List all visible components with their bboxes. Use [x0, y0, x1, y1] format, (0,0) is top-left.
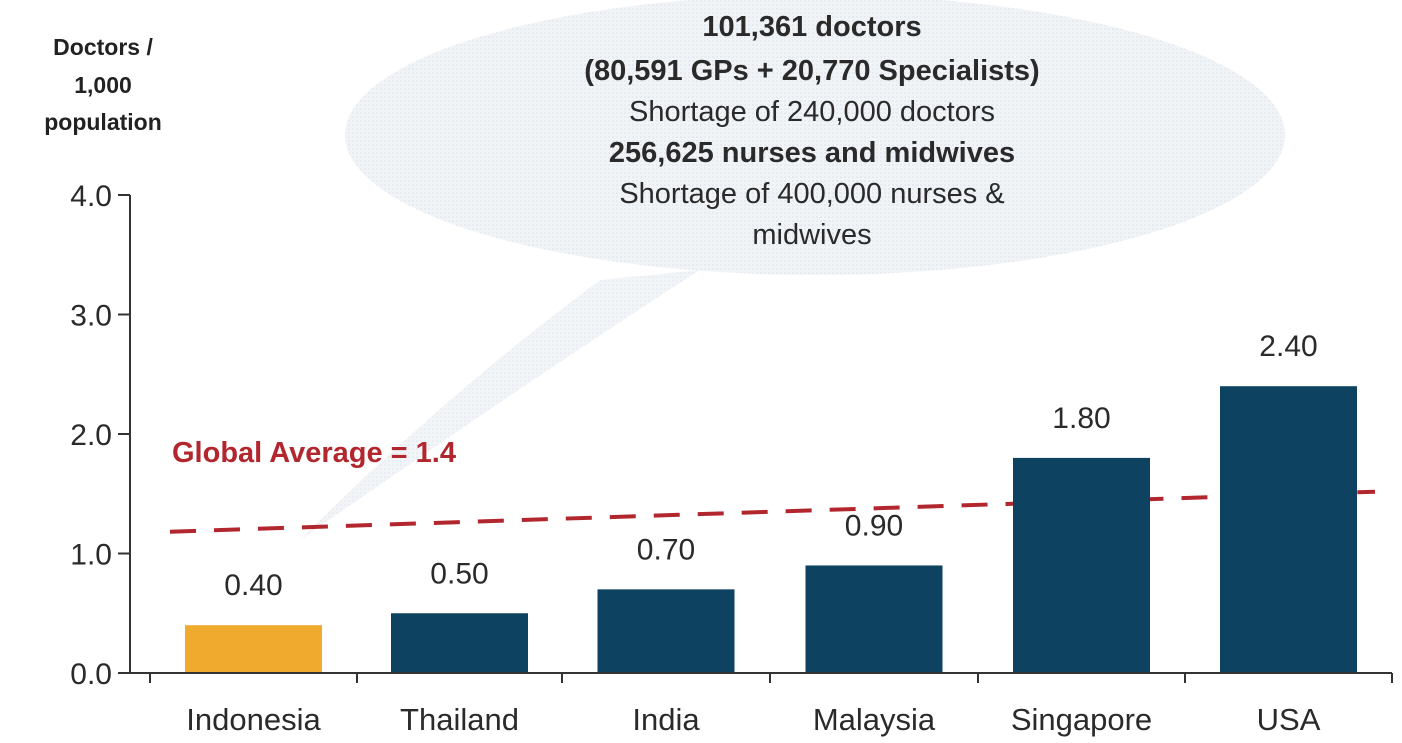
callout-bubble	[300, 0, 1285, 540]
category-label-malaysia: Malaysia	[813, 702, 936, 737]
value-label-malaysia: 0.90	[845, 509, 903, 542]
value-labels: 0.40 0.50 0.70 0.90 1.80 2.40	[224, 330, 1317, 602]
category-label-thailand: Thailand	[400, 702, 519, 737]
x-tick-labels: Indonesia Thailand India Malaysia Singapore U…	[186, 702, 1320, 737]
category-label-singapore: Singapore	[1011, 702, 1152, 737]
y-axis-label-line: population	[44, 109, 162, 135]
callout-line: 256,625 nurses and midwives	[609, 137, 1015, 169]
callout-line: Shortage of 400,000 nurses &	[619, 178, 1004, 210]
bar-thailand	[391, 613, 528, 673]
category-label-indonesia: Indonesia	[186, 702, 321, 737]
global-average-line	[169, 489, 1376, 534]
callout-line: midwives	[752, 219, 871, 251]
y-tick-label: 4.0	[70, 180, 112, 213]
y-axis-label-line: Doctors /	[53, 34, 153, 60]
category-label-usa: USA	[1257, 702, 1321, 737]
value-label-thailand: 0.50	[430, 557, 488, 590]
reference-line-group: Global Average = 1.4	[169, 437, 1376, 534]
callout-line: Shortage of 240,000 doctors	[629, 96, 995, 128]
global-average-label: Global Average = 1.4	[172, 437, 456, 469]
category-label-india: India	[632, 702, 700, 737]
y-tick-label: 1.0	[70, 539, 112, 572]
value-label-usa: 2.40	[1259, 330, 1317, 363]
y-ticks: 0.0 1.0 2.0 3.0 4.0	[70, 180, 130, 691]
y-tick-label: 0.0	[70, 658, 112, 691]
callout-line: (80,591 GPs + 20,770 Specialists)	[584, 55, 1039, 87]
y-axis-label-line: 1,000	[74, 72, 132, 98]
callout-line: 101,361 doctors	[702, 11, 921, 43]
value-label-indonesia: 0.40	[224, 569, 282, 602]
bar-singapore	[1013, 457, 1150, 673]
callout-tail	[300, 270, 700, 540]
y-axis-label: Doctors / 1,000 population	[44, 34, 162, 135]
bar-usa	[1220, 386, 1357, 673]
bars	[185, 386, 1357, 673]
value-label-singapore: 1.80	[1052, 402, 1110, 435]
y-tick-label: 3.0	[70, 300, 112, 333]
y-tick-label: 2.0	[70, 419, 112, 452]
callout-text-block: 101,361 doctors (80,591 GPs + 20,770 Spec…	[584, 11, 1039, 251]
callout-ellipse	[345, 0, 1285, 275]
bar-malaysia	[805, 565, 943, 673]
bar-indonesia	[185, 625, 322, 673]
bar-india	[597, 589, 735, 673]
value-label-india: 0.70	[637, 533, 695, 566]
